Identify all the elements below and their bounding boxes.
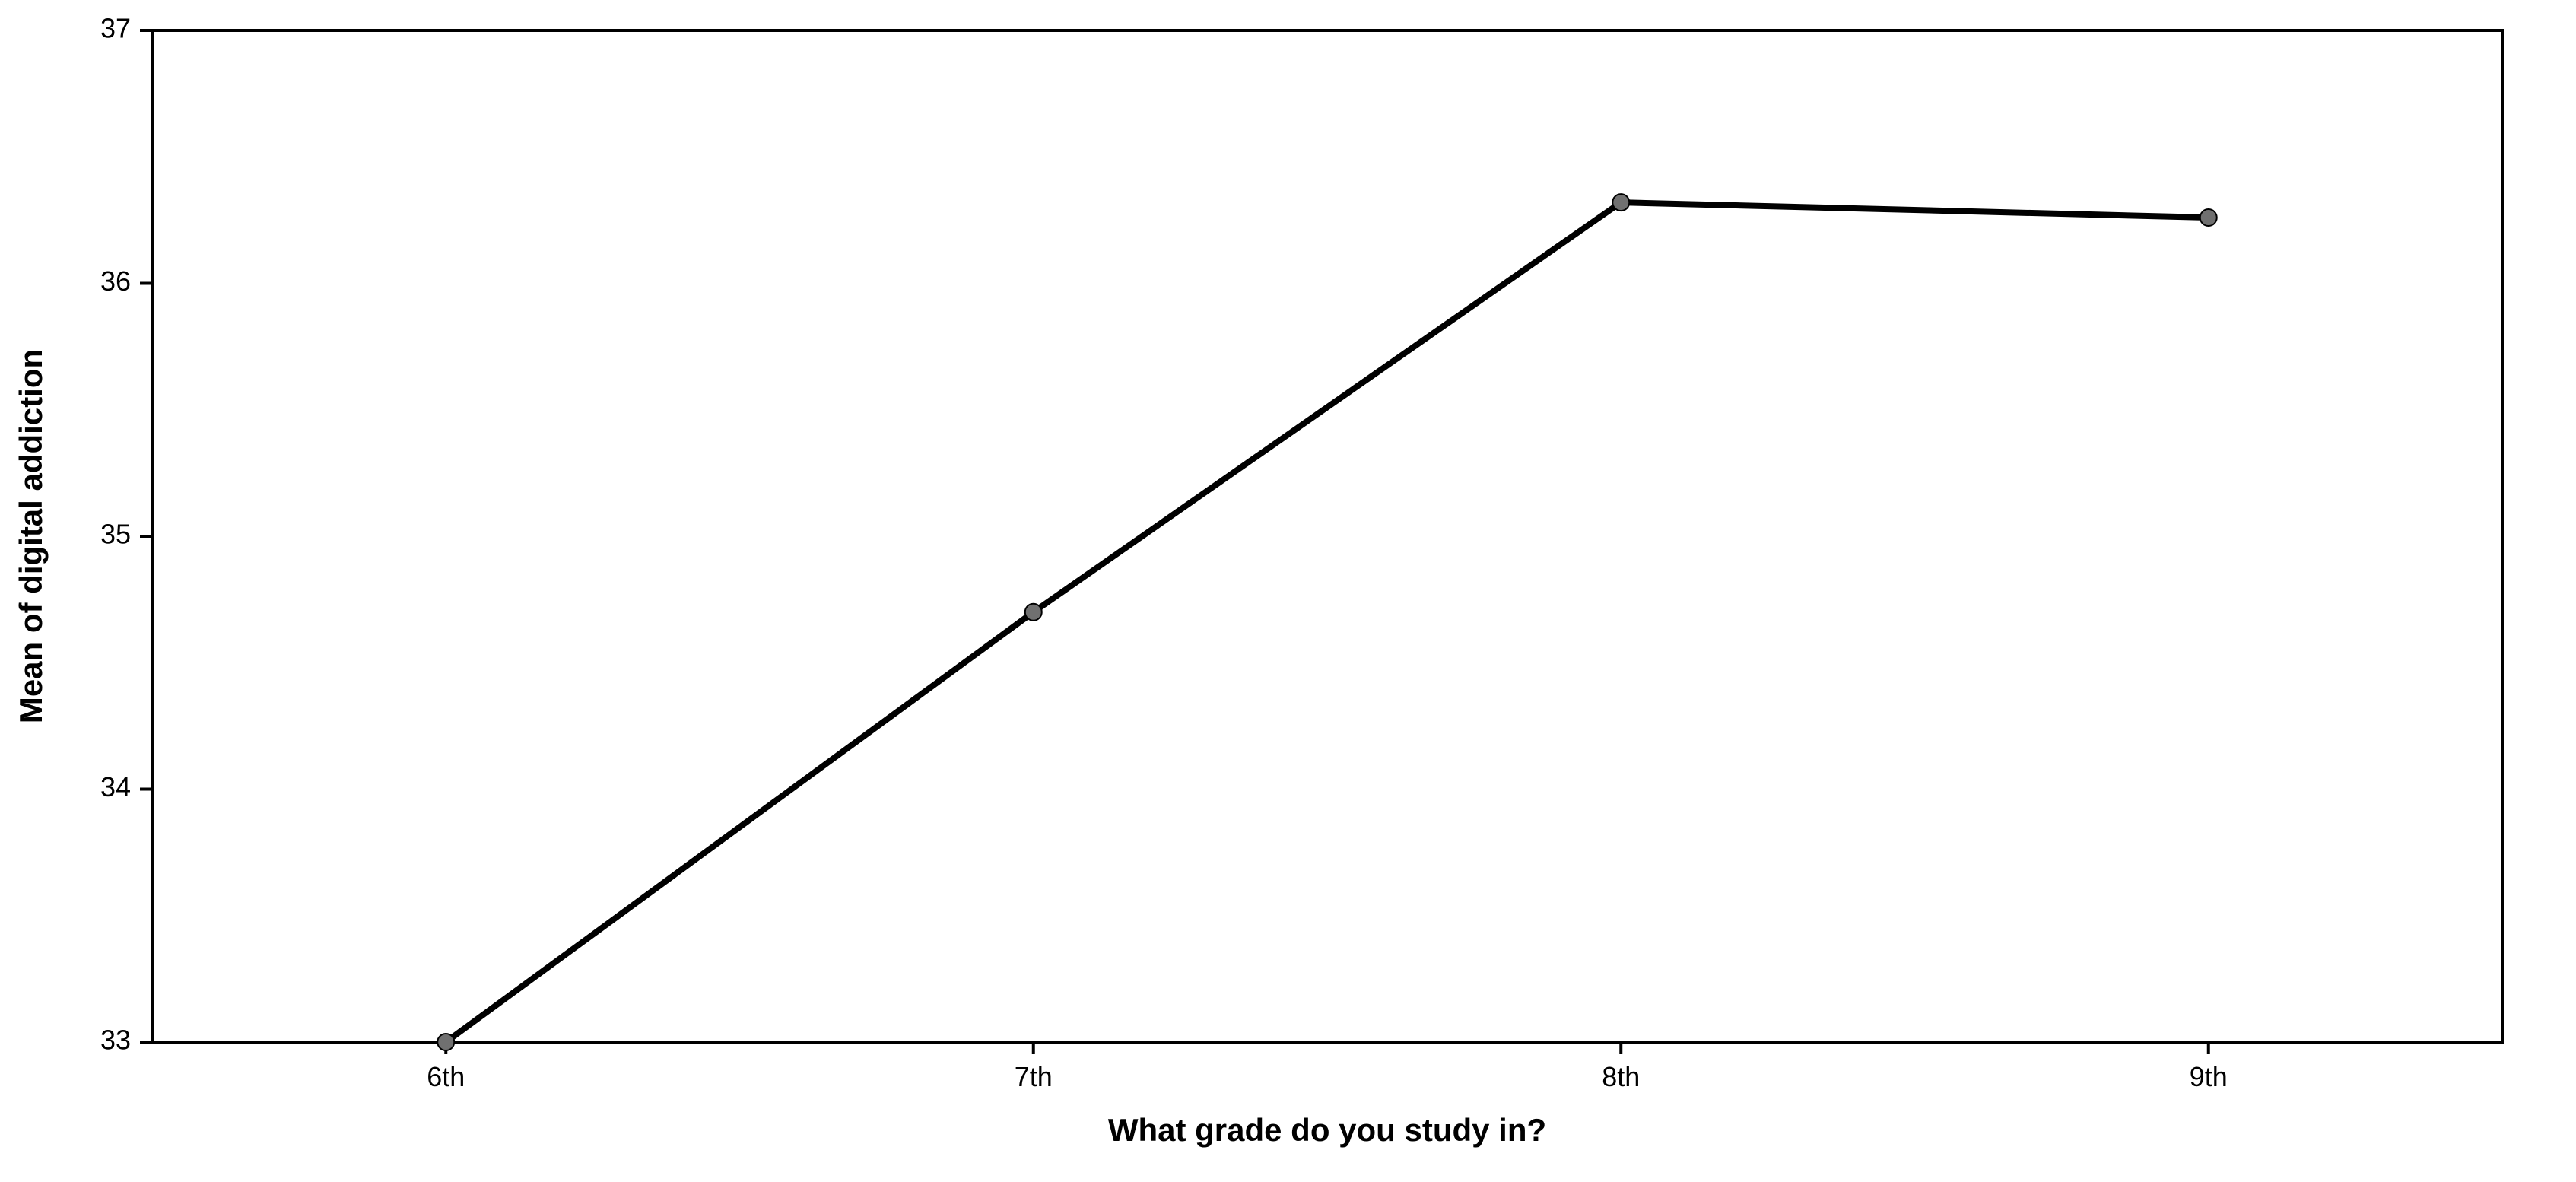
y-tick-label: 36	[100, 265, 131, 297]
y-tick-label: 34	[100, 771, 131, 802]
series-marker	[1612, 194, 1629, 211]
y-tick-label: 33	[100, 1025, 131, 1056]
x-axis-title: What grade do you study in?	[1108, 1112, 1546, 1148]
y-axis-title: Mean of digital addiction	[13, 349, 49, 723]
y-tick-label: 35	[100, 519, 131, 550]
x-tick-label: 8th	[1602, 1061, 1640, 1092]
x-tick-label: 7th	[1015, 1061, 1053, 1092]
x-tick-label: 6th	[427, 1061, 465, 1092]
series-marker	[1025, 604, 1042, 621]
line-chart: 33 34 35 36 37 6th 7th 8th 9th What grade do you …	[0, 0, 2576, 1182]
y-tick-label: 37	[100, 13, 131, 44]
series-marker	[437, 1034, 454, 1050]
chart-svg: 33 34 35 36 37 6th 7th 8th 9th What grade do you …	[0, 0, 2576, 1182]
x-tick-label: 9th	[2190, 1061, 2228, 1092]
plot-area	[152, 30, 2502, 1042]
series-marker	[2200, 209, 2217, 226]
